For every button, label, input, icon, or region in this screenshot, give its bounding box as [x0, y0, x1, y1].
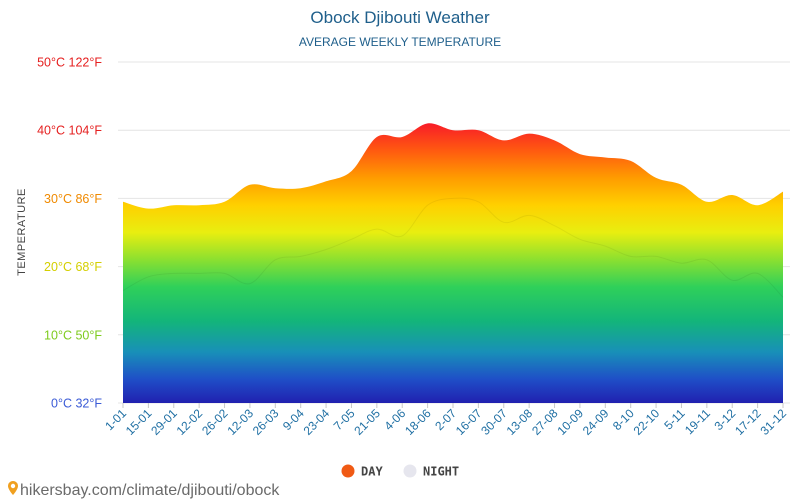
- x-tick-label: 27-08: [529, 406, 561, 438]
- x-tick-label: 17-12: [732, 406, 764, 438]
- legend: DAY NIGHT: [341, 464, 460, 479]
- y-axis-ticks: 0°C 32°F 10°C 50°F 20°C 68°F 30°C 86°F 40°C …: [37, 56, 102, 411]
- x-tick-label: 31-12: [758, 406, 790, 438]
- x-axis-ticks: 1-0115-0129-0112-0226-0212-0326-039-0423…: [102, 403, 789, 438]
- y-tick-label: 40°C 104°F: [37, 124, 102, 138]
- x-tick-label: 10-09: [554, 406, 586, 438]
- x-tick-label: 23-04: [301, 406, 333, 438]
- x-tick-label: 26-03: [250, 406, 282, 438]
- x-tick-label: 19-11: [682, 406, 713, 437]
- y-tick-label: 20°C 68°F: [44, 260, 102, 274]
- y-tick-label: 10°C 50°F: [44, 328, 102, 342]
- legend-day-label: DAY: [361, 465, 383, 479]
- legend-night-marker: [403, 464, 417, 478]
- y-tick-label: 30°C 86°F: [44, 192, 102, 206]
- series-line-night: [122, 197, 784, 298]
- x-tick-label: 24-09: [580, 406, 612, 438]
- chart-subtitle: AVERAGE WEEKLY TEMPERATURE: [299, 35, 501, 49]
- x-tick-label: 21-05: [351, 406, 383, 438]
- y-axis-title: TEMPERATURE: [16, 188, 28, 276]
- x-tick-label: 29-01: [148, 406, 180, 438]
- x-tick-label: 15-01: [123, 406, 155, 438]
- x-tick-label: 12-02: [174, 406, 206, 438]
- x-tick-label: 13-08: [504, 406, 536, 438]
- y-tick-label: 0°C 32°F: [51, 397, 102, 411]
- x-tick-label: 18-06: [402, 406, 434, 438]
- plot-area: [122, 123, 784, 403]
- x-tick-label: 12-03: [224, 406, 256, 438]
- legend-day-marker: [341, 464, 355, 478]
- legend-night-label: NIGHT: [423, 465, 459, 479]
- y-tick-label: 50°C 122°F: [37, 56, 102, 70]
- series-area-night[interactable]: [123, 198, 783, 403]
- x-tick-label: 26-02: [199, 406, 231, 438]
- legend-item-night[interactable]: NIGHT: [403, 464, 460, 479]
- source-link[interactable]: hikersbay.com/climate/djibouti/obock: [8, 481, 280, 499]
- x-tick-label: 16-07: [453, 406, 485, 438]
- map-pin-icon: [8, 481, 18, 495]
- x-tick-label: 30-07: [478, 406, 510, 438]
- x-tick-label: 22-10: [631, 406, 663, 438]
- chart-title: Obock Djibouti Weather: [310, 8, 490, 27]
- legend-item-day[interactable]: DAY: [341, 464, 384, 479]
- source-url[interactable]: hikersbay.com/climate/djibouti/obock: [20, 482, 280, 499]
